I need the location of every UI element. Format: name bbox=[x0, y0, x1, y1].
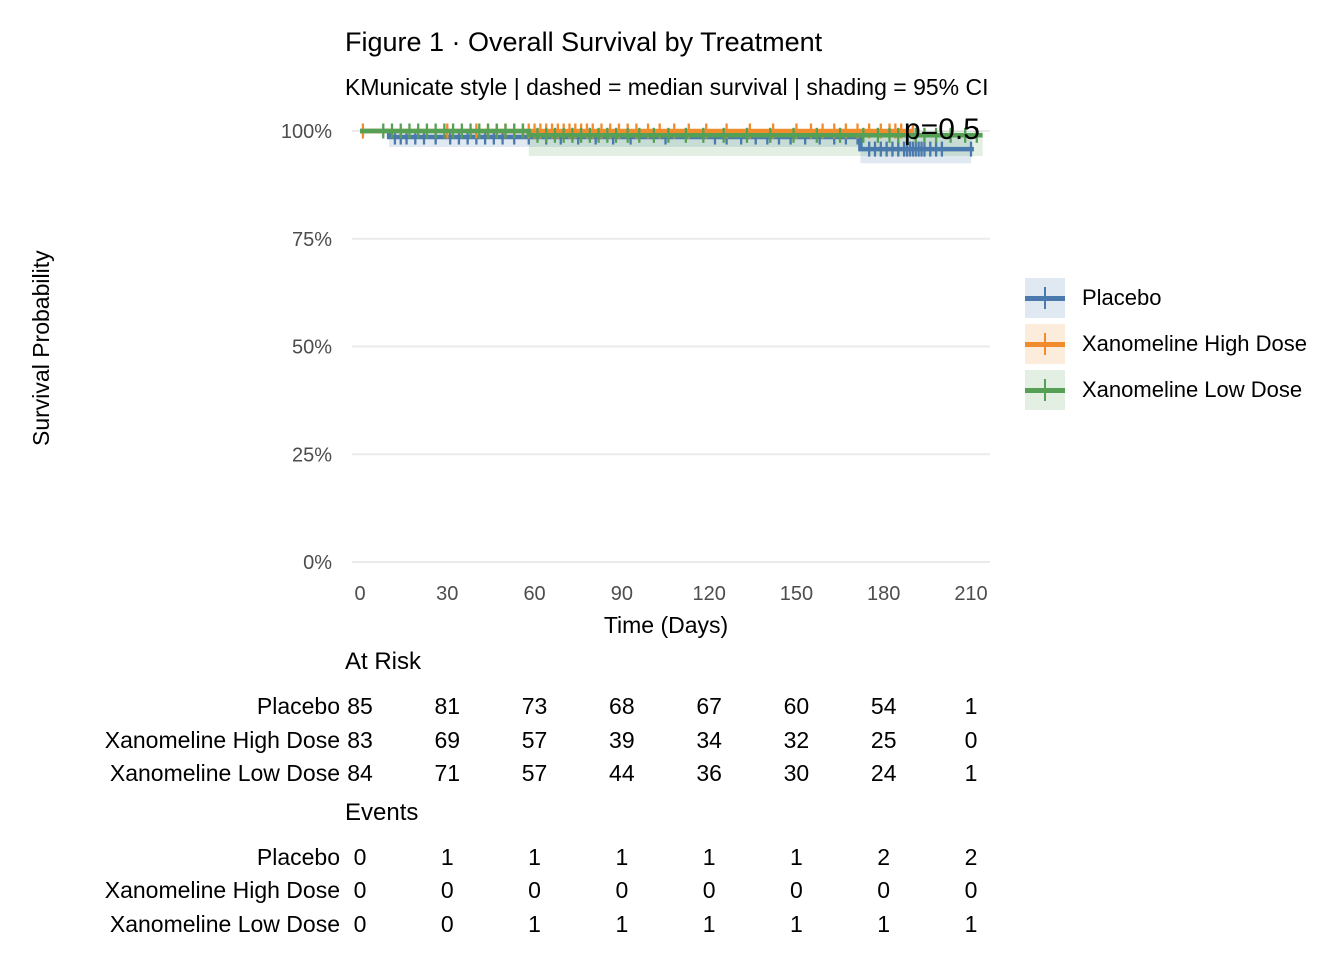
legend-entry: Xanomeline Low Dose bbox=[1025, 370, 1307, 410]
table-value: 0 bbox=[353, 911, 367, 937]
table-value: 0 bbox=[615, 877, 629, 903]
table-value: 71 bbox=[434, 760, 461, 786]
table-value: 73 bbox=[521, 693, 548, 719]
table-value: 1 bbox=[528, 844, 541, 870]
legend-censor-tick-icon bbox=[1043, 379, 1047, 401]
table-value: 0 bbox=[353, 877, 367, 903]
table-value: 1 bbox=[702, 911, 716, 937]
table-value: 69 bbox=[434, 727, 461, 753]
table-value: 36 bbox=[696, 760, 722, 786]
table-value: 0 bbox=[528, 877, 541, 903]
x-axis-title: Time (Days) bbox=[603, 612, 729, 638]
x-tick-label: 0 bbox=[354, 583, 365, 605]
legend: Placebo Xanomeline High Dose Xanomeline Lo… bbox=[1025, 278, 1307, 410]
figure-title: Figure 1 · Overall Survival by Treatment bbox=[345, 27, 823, 57]
survival-curve bbox=[360, 128, 974, 152]
legend-key-swatch bbox=[1025, 278, 1065, 318]
legend-censor-tick-icon bbox=[1043, 287, 1047, 309]
table-value: 54 bbox=[870, 693, 897, 719]
table-row-label: Xanomeline High Dose bbox=[104, 877, 340, 903]
x-tick-label: 30 bbox=[436, 583, 458, 605]
events-header: Events bbox=[345, 799, 419, 826]
y-tick-label: 25% bbox=[292, 444, 332, 466]
table-row-label: Placebo bbox=[256, 693, 340, 719]
survival-curve bbox=[360, 128, 983, 138]
table-value: 84 bbox=[347, 760, 373, 786]
table-value: 85 bbox=[347, 693, 373, 719]
table-value: 1 bbox=[702, 844, 716, 870]
table-row-label: Placebo bbox=[256, 844, 340, 870]
p-value-annotation: p=0.5 bbox=[904, 113, 980, 146]
table-value: 0 bbox=[353, 844, 367, 870]
legend-entry: Placebo bbox=[1025, 278, 1307, 318]
y-tick-label: 50% bbox=[292, 337, 332, 359]
table-value: 39 bbox=[609, 727, 635, 753]
legend-label: Xanomeline High Dose bbox=[1082, 331, 1308, 356]
table-value: 1 bbox=[528, 911, 541, 937]
y-tick-label: 75% bbox=[292, 229, 332, 251]
table-value: 0 bbox=[877, 877, 891, 903]
x-tick-label: 90 bbox=[611, 583, 633, 605]
table-value: 1 bbox=[790, 844, 803, 870]
legend-label: Xanomeline Low Dose bbox=[1082, 377, 1303, 402]
legend-censor-tick-icon bbox=[1043, 333, 1047, 355]
table-value: 83 bbox=[347, 727, 373, 753]
x-tick-label: 180 bbox=[867, 583, 900, 605]
confidence-band bbox=[470, 131, 913, 135]
figure-subtitle: KMunicate style | dashed = median surviv… bbox=[345, 74, 989, 100]
x-tick-label: 150 bbox=[780, 583, 813, 605]
table-value: 57 bbox=[521, 727, 548, 753]
table-value: 34 bbox=[696, 727, 722, 753]
table-value: 60 bbox=[783, 693, 810, 719]
table-row-label: Xanomeline High Dose bbox=[104, 727, 340, 753]
y-tick-label: 100% bbox=[281, 121, 332, 143]
legend-key-swatch bbox=[1025, 324, 1065, 364]
y-axis-title: Survival Probability bbox=[28, 250, 54, 446]
table-value: 1 bbox=[877, 911, 891, 937]
table-value: 2 bbox=[877, 844, 891, 870]
table-value: 1 bbox=[440, 844, 454, 870]
table-value: 0 bbox=[702, 877, 716, 903]
table-value: 81 bbox=[434, 693, 461, 719]
table-value: 0 bbox=[440, 911, 454, 937]
table-value: 2 bbox=[964, 844, 978, 870]
table-value: 67 bbox=[696, 693, 722, 719]
table-row-label: Xanomeline Low Dose bbox=[109, 760, 340, 786]
table-value: 68 bbox=[609, 693, 635, 719]
table-value: 0 bbox=[440, 877, 454, 903]
table-value: 24 bbox=[870, 760, 897, 786]
x-tick-label: 60 bbox=[523, 583, 545, 605]
table-value: 30 bbox=[783, 760, 810, 786]
legend-key-swatch bbox=[1025, 370, 1065, 410]
table-value: 44 bbox=[609, 760, 635, 786]
table-value: 57 bbox=[521, 760, 548, 786]
table-value: 1 bbox=[964, 693, 978, 719]
table-value: 1 bbox=[964, 911, 978, 937]
table-value: 1 bbox=[790, 911, 803, 937]
legend-label: Placebo bbox=[1082, 285, 1162, 310]
x-tick-label: 210 bbox=[954, 583, 987, 605]
legend-entry: Xanomeline High Dose bbox=[1025, 324, 1307, 364]
table-value: 25 bbox=[870, 727, 897, 753]
table-value: 32 bbox=[783, 727, 810, 753]
table-value: 1 bbox=[964, 760, 978, 786]
y-tick-label: 0% bbox=[303, 552, 332, 574]
x-tick-label: 120 bbox=[692, 583, 725, 605]
at-risk-header: At Risk bbox=[345, 648, 422, 675]
table-row-label: Xanomeline Low Dose bbox=[109, 911, 340, 937]
table-value: 0 bbox=[964, 727, 978, 753]
table-value: 1 bbox=[615, 911, 629, 937]
table-value: 1 bbox=[615, 844, 629, 870]
table-value: 0 bbox=[790, 877, 803, 903]
table-value: 0 bbox=[964, 877, 978, 903]
confidence-band bbox=[389, 131, 861, 147]
